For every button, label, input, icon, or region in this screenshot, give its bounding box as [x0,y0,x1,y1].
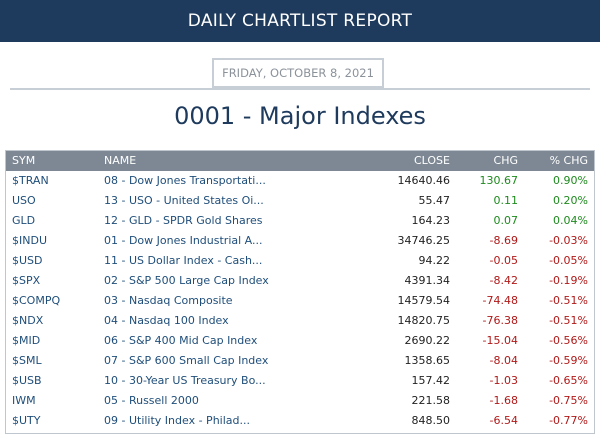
change-value: -74.48 [482,294,518,307]
percent-change-value: 0.20% [553,194,588,207]
change-value: 0.11 [493,194,519,207]
close-value: 14579.54 [397,294,451,307]
name-link[interactable]: 01 - Dow Jones Industrial A... [104,234,263,247]
change-value: -0.05 [489,254,518,267]
column-header-chg[interactable]: CHG [493,154,518,167]
index-table: SYM NAME CLOSE CHG % CHG $TRAN 08 - Dow J… [5,150,595,434]
close-value: 848.50 [411,414,451,427]
change-value: 0.07 [493,214,519,227]
page-title: 0001 - Major Indexes [174,102,426,130]
name-link[interactable]: 11 - US Dollar Index - Cash... [104,254,263,267]
symbol-link[interactable]: $COMPQ [12,294,61,307]
symbol-link[interactable]: $SPX [12,274,41,287]
percent-change-value: -0.19% [549,274,588,287]
table-row[interactable]: $UTY 09 - Utility Index - Philad... 848.50… [6,411,594,431]
symbol-link[interactable]: $NDX [12,314,44,327]
symbol-link[interactable]: USO [12,194,36,207]
report-date: FRIDAY, OCTOBER 8, 2021 [212,58,384,88]
table-row[interactable]: IWM 05 - Russell 2000 221.58 -1.68 -0.75% [6,391,594,411]
report-header: DAILY CHARTLIST REPORT [0,0,600,42]
name-link[interactable]: 06 - S&P 400 Mid Cap Index [104,334,258,347]
symbol-link[interactable]: $USD [12,254,43,267]
table-row[interactable]: $MID 06 - S&P 400 Mid Cap Index 2690.22 -15… [6,331,594,351]
symbol-link[interactable]: $SML [12,354,42,367]
symbol-link[interactable]: $TRAN [12,174,49,187]
symbol-link[interactable]: $MID [12,334,41,347]
percent-change-value: -0.56% [549,334,588,347]
table-row[interactable]: USO 13 - USO - United States Oi... 55.47 0.… [6,191,594,211]
symbol-link[interactable]: $UTY [12,414,41,427]
table-row[interactable]: $TRAN 08 - Dow Jones Transportati... 14640… [6,171,594,191]
column-header-name[interactable]: NAME [104,154,137,167]
table-header: SYM NAME CLOSE CHG % CHG [6,151,594,171]
percent-change-value: -0.05% [549,254,588,267]
name-link[interactable]: 07 - S&P 600 Small Cap Index [104,354,269,367]
percent-change-value: -0.03% [549,234,588,247]
table-row[interactable]: $INDU 01 - Dow Jones Industrial A... 34746… [6,231,594,251]
close-value: 14640.46 [397,174,451,187]
name-link[interactable]: 04 - Nasdaq 100 Index [104,314,229,327]
name-link[interactable]: 10 - 30-Year US Treasury Bo... [104,374,266,387]
change-value: -8.04 [489,354,518,367]
change-value: -8.69 [489,234,518,247]
name-link[interactable]: 12 - GLD - SPDR Gold Shares [104,214,263,227]
name-link[interactable]: 13 - USO - United States Oi... [104,194,264,207]
percent-change-value: -0.59% [549,354,588,367]
percent-change-value: 0.90% [553,174,588,187]
table-row[interactable]: GLD 12 - GLD - SPDR Gold Shares 164.23 0.07… [6,211,594,231]
name-link[interactable]: 05 - Russell 2000 [104,394,199,407]
column-header-sym[interactable]: SYM [12,154,36,167]
close-value: 1358.65 [404,354,451,367]
symbol-link[interactable]: $INDU [12,234,47,247]
change-value: -8.42 [489,274,518,287]
symbol-link[interactable]: IWM [12,394,36,407]
name-link[interactable]: 09 - Utility Index - Philad... [104,414,250,427]
percent-change-value: -0.75% [549,394,588,407]
name-link[interactable]: 03 - Nasdaq Composite [104,294,233,307]
percent-change-value: 0.04% [553,214,588,227]
close-value: 55.47 [418,194,451,207]
close-value: 4391.34 [404,274,451,287]
close-value: 157.42 [411,374,451,387]
close-value: 14820.75 [397,314,451,327]
column-header-pct-chg[interactable]: % CHG [549,154,588,167]
table-row[interactable]: $USD 11 - US Dollar Index - Cash... 94.22 -… [6,251,594,271]
table-body: $TRAN 08 - Dow Jones Transportati... 14640… [6,171,594,431]
close-value: 2690.22 [404,334,451,347]
table-row[interactable]: $NDX 04 - Nasdaq 100 Index 14820.75 -76.38 -… [6,311,594,331]
symbol-link[interactable]: GLD [12,214,36,227]
change-value: -1.68 [489,394,518,407]
symbol-link[interactable]: $USB [12,374,42,387]
close-value: 94.22 [418,254,451,267]
close-value: 221.58 [411,394,451,407]
change-value: -76.38 [482,314,518,327]
percent-change-value: -0.51% [549,294,588,307]
percent-change-value: -0.51% [549,314,588,327]
change-value: -6.54 [489,414,518,427]
percent-change-value: -0.65% [549,374,588,387]
change-value: -15.04 [482,334,518,347]
table-row[interactable]: $USB 10 - 30-Year US Treasury Bo... 157.42… [6,371,594,391]
name-link[interactable]: 08 - Dow Jones Transportati... [104,174,266,187]
table-row[interactable]: $SML 07 - S&P 600 Small Cap Index 1358.65 -… [6,351,594,371]
close-value: 164.23 [411,214,451,227]
table-row[interactable]: $SPX 02 - S&P 500 Large Cap Index 4391.34 -… [6,271,594,291]
name-link[interactable]: 02 - S&P 500 Large Cap Index [104,274,269,287]
change-value: -1.03 [489,374,518,387]
report-title: DAILY CHARTLIST REPORT [187,11,413,31]
table-row[interactable]: $COMPQ 03 - Nasdaq Composite 14579.54 -74.4… [6,291,594,311]
close-value: 34746.25 [397,234,451,247]
date-divider [10,88,590,90]
change-value: 130.67 [479,174,519,187]
percent-change-value: -0.77% [549,414,588,427]
column-header-close[interactable]: CLOSE [413,154,450,167]
